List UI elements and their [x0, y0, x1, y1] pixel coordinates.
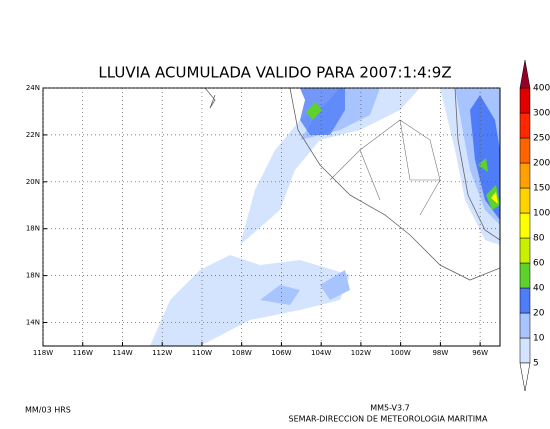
- lon-tick-label: 96W: [472, 349, 488, 357]
- colorbar-segment: [519, 312, 531, 339]
- colorbar-label: 10: [533, 334, 545, 344]
- colorbar-label: 80: [533, 234, 545, 244]
- colorbar-label: 300: [533, 109, 550, 119]
- colorbar-segment: [519, 87, 531, 114]
- lon-tick-label: 98W: [432, 349, 448, 357]
- colorbar-max-arrow: [519, 59, 531, 89]
- colorbar-segment: [519, 137, 531, 164]
- colorbar-segment: [519, 287, 531, 314]
- lon-tick-label: 100W: [391, 349, 411, 357]
- footer-model: MM5-V3.7: [370, 404, 410, 413]
- lon-tick-label: 110W: [192, 349, 212, 357]
- lat-tick-label: 20N: [26, 178, 40, 186]
- lon-tick-label: 108W: [232, 349, 252, 357]
- colorbar-segment: [519, 337, 531, 364]
- colorbar-label: 5: [533, 359, 539, 369]
- lon-tick-label: 102W: [351, 349, 371, 357]
- footer-agency: SEMAR-DIRECCION DE METEOROLOGIA MARITIMA: [289, 415, 488, 424]
- colorbar-min-arrow: [519, 362, 531, 392]
- lon-tick-label: 116W: [73, 349, 93, 357]
- colorbar-segment: [519, 187, 531, 214]
- lat-tick-label: 18N: [26, 225, 40, 233]
- lat-tick-label: 24N: [26, 84, 40, 92]
- lon-tick-label: 118W: [33, 349, 53, 357]
- colorbar-label: 250: [533, 134, 550, 144]
- lat-tick-label: 18N: [26, 272, 40, 280]
- rain-field: [150, 88, 500, 346]
- colorbar-segment: [519, 262, 531, 289]
- lon-tick-label: 104W: [311, 349, 331, 357]
- colorbar-segment: [519, 162, 531, 189]
- lon-tick-label: 112W: [152, 349, 172, 357]
- lon-tick-label: 106W: [271, 349, 291, 357]
- colorbar-segment: [519, 237, 531, 264]
- lat-tick-label: 14N: [26, 319, 40, 327]
- colorbar-label: 40: [533, 284, 545, 294]
- footer-left: MM/03 HRS: [25, 406, 71, 415]
- colorbar-label: 20: [533, 309, 545, 319]
- colorbar-label: 100: [533, 209, 550, 219]
- lat-tick-label: 22N: [26, 131, 40, 139]
- colorbar-segment: [519, 112, 531, 139]
- colorbar-label: 150: [533, 184, 550, 194]
- colorbar-segment: [519, 212, 531, 239]
- colorbar-label: 200: [533, 159, 550, 169]
- colorbar-label: 400: [533, 84, 550, 94]
- lon-tick-label: 114W: [112, 349, 132, 357]
- map-title: LLUVIA ACUMULADA VALIDO PARA 2007:1:4:9Z: [98, 64, 451, 82]
- colorbar-label: 60: [533, 259, 545, 269]
